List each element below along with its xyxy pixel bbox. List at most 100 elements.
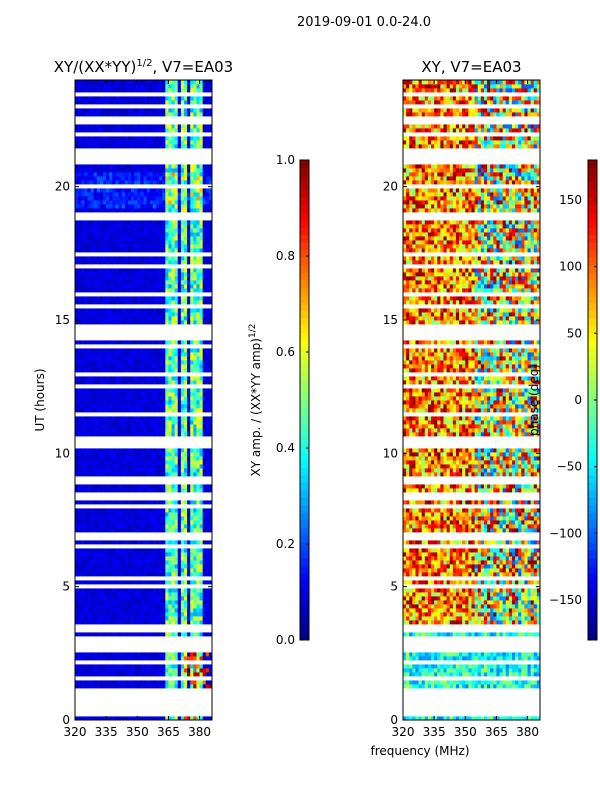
heatmap-cell	[171, 684, 176, 689]
heatmap-cell	[109, 540, 113, 545]
heatmap-cell	[199, 400, 204, 405]
heatmap-cell	[190, 704, 194, 709]
heatmap-cell	[149, 336, 154, 341]
heatmap-cell	[131, 480, 135, 485]
heatmap-cell	[190, 308, 194, 313]
heatmap-cell	[143, 404, 148, 409]
heatmap-cell	[208, 468, 212, 473]
heatmap-cell	[205, 344, 210, 349]
heatmap-cell	[99, 332, 104, 337]
heatmap-cell	[81, 696, 85, 701]
heatmap-cell	[190, 664, 194, 669]
heatmap-cell	[109, 456, 113, 461]
heatmap-cell	[177, 424, 182, 429]
heatmap-cell	[121, 528, 126, 533]
heatmap-cell	[146, 536, 151, 541]
heatmap-cell	[174, 704, 179, 709]
heatmap-cell	[202, 616, 207, 621]
heatmap-cell	[127, 672, 132, 677]
heatmap-cell	[112, 292, 116, 297]
heatmap-cell	[149, 584, 154, 589]
heatmap-cell	[75, 628, 79, 633]
heatmap-cell	[93, 700, 98, 705]
heatmap-cell	[187, 464, 191, 469]
heatmap-cell	[78, 380, 82, 385]
heatmap-cell	[121, 340, 126, 345]
heatmap-cell	[96, 592, 101, 597]
heatmap-cell	[106, 348, 110, 353]
heatmap-cell	[137, 408, 141, 413]
heatmap-cell	[155, 312, 160, 317]
heatmap-cell	[124, 420, 129, 425]
heatmap-cell	[90, 596, 95, 601]
heatmap-cell	[146, 328, 151, 333]
heatmap-cell	[84, 668, 88, 673]
heatmap-cell	[146, 296, 151, 301]
heatmap-cell	[121, 304, 126, 309]
heatmap-cell	[96, 324, 101, 329]
heatmap-cell	[193, 348, 197, 353]
heatmap-cell	[99, 520, 104, 525]
heatmap-cell	[137, 388, 141, 393]
heatmap-cell	[155, 588, 160, 593]
heatmap-cell	[109, 600, 113, 605]
heatmap-cell	[99, 704, 104, 709]
heatmap-cell	[140, 528, 144, 533]
heatmap-cell	[121, 660, 126, 665]
heatmap-cell	[103, 444, 107, 449]
heatmap-cell	[140, 552, 144, 557]
heatmap-cell	[93, 560, 98, 565]
heatmap-cell	[90, 660, 95, 665]
heatmap-cell	[155, 408, 160, 413]
heatmap-cell	[199, 316, 204, 321]
heatmap-cell	[96, 520, 101, 525]
heatmap-cell	[183, 312, 188, 317]
heatmap-cell	[115, 548, 119, 553]
heatmap-cell	[190, 584, 194, 589]
heatmap-cell	[183, 308, 188, 313]
heatmap-cell	[155, 508, 160, 513]
heatmap-cell	[78, 712, 82, 717]
heatmap-cell	[143, 560, 148, 565]
heatmap-cell	[159, 348, 163, 353]
heatmap-cell	[103, 608, 107, 613]
heatmap-cell	[121, 464, 126, 469]
heatmap-cell	[84, 660, 88, 665]
heatmap-cell	[96, 672, 101, 677]
heatmap-cell	[96, 348, 101, 353]
heatmap-cell	[84, 464, 88, 469]
heatmap-cell	[140, 320, 144, 325]
heatmap-cell	[87, 656, 91, 661]
heatmap-cell	[90, 420, 95, 425]
heatmap-cell	[180, 564, 185, 569]
heatmap-cell	[81, 384, 85, 389]
heatmap-cell	[193, 712, 197, 717]
heatmap-cell	[90, 376, 95, 381]
heatmap-cell	[134, 668, 138, 673]
heatmap-cell	[183, 608, 188, 613]
heatmap-cell	[87, 380, 91, 385]
heatmap-cell	[106, 444, 110, 449]
heatmap-cell	[193, 464, 197, 469]
heatmap-cell	[205, 580, 210, 585]
heatmap-cell	[99, 484, 104, 489]
heatmap-cell	[180, 596, 185, 601]
heatmap-cell	[162, 392, 166, 397]
heatmap-cell	[171, 556, 176, 561]
heatmap-cell	[112, 680, 116, 685]
heatmap-cell	[137, 512, 141, 517]
heatmap-cell	[165, 548, 169, 553]
heatmap-cell	[134, 508, 138, 513]
heatmap-cell	[143, 564, 148, 569]
heatmap-cell	[199, 280, 204, 285]
heatmap-cell	[159, 688, 163, 693]
heatmap-cell	[177, 600, 182, 605]
heatmap-cell	[193, 352, 197, 357]
heatmap-cell	[75, 700, 79, 705]
heatmap-cell	[109, 412, 113, 417]
heatmap-cell	[143, 296, 148, 301]
heatmap-cell	[84, 348, 88, 353]
heatmap-cell	[152, 536, 157, 541]
heatmap-cell	[106, 296, 110, 301]
heatmap-cell	[183, 616, 188, 621]
